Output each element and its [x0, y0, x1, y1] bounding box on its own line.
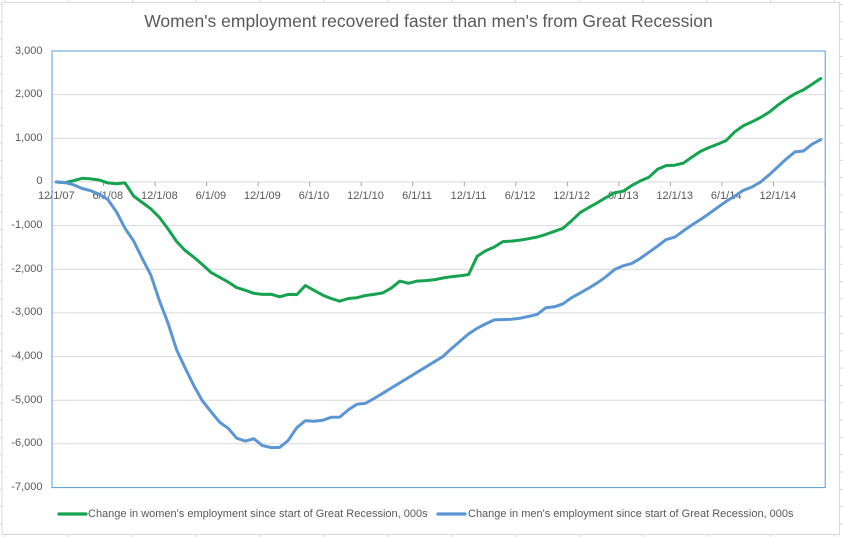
svg-text:6/1/08: 6/1/08: [93, 190, 124, 202]
svg-text:6/1/09: 6/1/09: [196, 190, 227, 202]
svg-text:12/1/08: 12/1/08: [141, 190, 178, 202]
svg-text:6/1/12: 6/1/12: [505, 190, 536, 202]
svg-text:6/1/10: 6/1/10: [299, 190, 330, 202]
svg-text:12/1/07: 12/1/07: [38, 190, 75, 202]
svg-text:12/1/10: 12/1/10: [347, 190, 384, 202]
svg-text:12/1/11: 12/1/11: [451, 190, 487, 202]
svg-text:12/1/14: 12/1/14: [759, 190, 796, 202]
svg-text:12/1/13: 12/1/13: [656, 190, 693, 202]
svg-text:6/1/11: 6/1/11: [402, 190, 432, 202]
svg-text:6/1/14: 6/1/14: [711, 190, 742, 202]
svg-text:12/1/12: 12/1/12: [553, 190, 590, 202]
svg-text:12/1/09: 12/1/09: [244, 190, 281, 202]
